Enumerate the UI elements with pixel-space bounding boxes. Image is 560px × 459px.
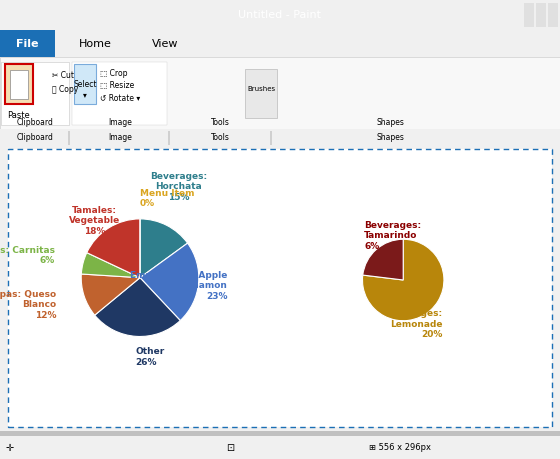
Text: Clipboard: Clipboard [17,133,53,142]
Bar [270,131,272,145]
Bar [1,62,69,125]
Text: Tools: Tools [211,133,230,142]
Text: Menu Item
0%: Menu Item 0% [140,189,194,208]
Bar [245,69,277,118]
Text: Paste: Paste [8,111,30,120]
Text: ⊞ 556 x 296px: ⊞ 556 x 296px [369,443,431,453]
Bar [68,131,70,145]
Text: Beverages:
Horchata
15%: Beverages: Horchata 15% [150,172,207,202]
Wedge shape [87,219,140,278]
Text: Arepas: Queso
Blanco
12%: Arepas: Queso Blanco 12% [0,290,56,320]
Wedge shape [140,219,188,278]
Text: Image: Image [108,133,132,142]
Text: Tamales:
Vegetable
18%: Tamales: Vegetable 18% [69,206,120,235]
Text: ✛: ✛ [6,443,14,453]
Bar [10,70,28,99]
Text: Shapes: Shapes [376,133,404,142]
Wedge shape [362,239,444,321]
Text: Tools: Tools [211,118,230,127]
Text: Beverages:
Tamarindo
6%: Beverages: Tamarindo 6% [364,221,421,251]
Wedge shape [81,274,140,315]
Bar [524,3,534,27]
Text: ⬚ Resize: ⬚ Resize [100,81,134,90]
Text: Untitled - Paint: Untitled - Paint [239,10,321,20]
Text: Brushes: Brushes [247,86,275,92]
Text: View: View [152,39,178,49]
Text: ↺ Rotate ▾: ↺ Rotate ▾ [100,94,140,103]
Text: Beverages:
Lemonade
20%: Beverages: Lemonade 20% [385,309,442,339]
Text: Other
26%: Other 26% [135,347,164,367]
Text: ⬚ Crop: ⬚ Crop [100,68,128,78]
Wedge shape [363,239,403,280]
Text: Image: Image [108,118,132,127]
Wedge shape [95,278,180,336]
Text: Shapes: Shapes [376,118,404,127]
Text: Clipboard: Clipboard [17,118,53,127]
Text: Empanadas:  Apple
Cinnamon
23%: Empanadas: Apple Cinnamon 23% [130,271,228,301]
Bar [548,3,558,27]
Wedge shape [81,252,140,278]
Text: ✂ Cut: ✂ Cut [52,71,74,80]
Bar [72,62,167,125]
Text: Arepas: Carnitas
6%: Arepas: Carnitas 6% [0,246,54,265]
Text: Home: Home [78,39,111,49]
Bar [0,431,560,436]
Wedge shape [140,243,199,320]
Bar [536,3,546,27]
Text: Select
▾: Select ▾ [73,80,97,99]
Bar [0,30,55,57]
Bar [74,64,96,104]
Bar [5,64,33,104]
Text: ⎘ Copy: ⎘ Copy [52,85,78,94]
Text: File: File [16,39,38,49]
Bar [168,131,170,145]
Text: ⊡: ⊡ [226,443,234,453]
